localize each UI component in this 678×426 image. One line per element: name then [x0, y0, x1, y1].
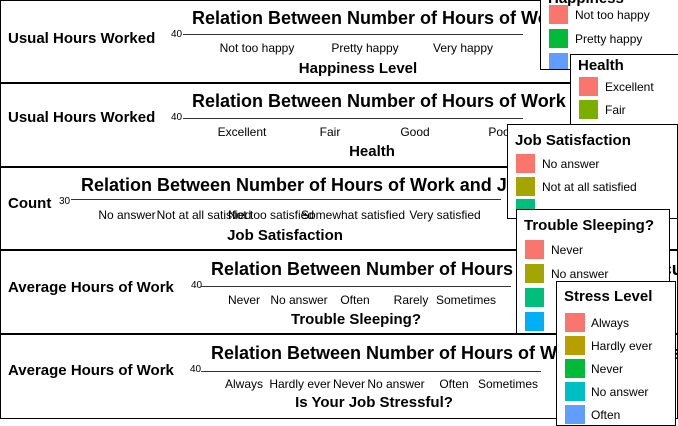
x-tick-label: Always [224, 377, 264, 391]
y-axis-label: Count [8, 195, 52, 212]
x-tick-label: Never [227, 293, 261, 307]
y-tick-label: 30 [59, 196, 71, 207]
x-axis-label: Trouble Sleeping? [290, 311, 422, 328]
x-tick-label: Sometimes [477, 377, 539, 391]
x-tick-label: Not at all satisfied [156, 208, 252, 222]
x-axis-label: Health [349, 143, 395, 160]
x-tick-label: Not too happy [219, 41, 295, 55]
legend-key [525, 264, 544, 283]
legend-label: Never [551, 243, 584, 257]
legend-label: No answer [551, 267, 609, 281]
legend-title: Job Satisfaction [515, 132, 631, 149]
legend-label: Not at all satisfied [542, 180, 637, 194]
legend-key [516, 154, 535, 173]
y-tick-label: 40 [191, 280, 203, 291]
x-tick-label: Hardly ever [269, 377, 331, 391]
legend-key [525, 312, 544, 331]
legend-title: Health [578, 57, 624, 74]
x-axis-line [183, 34, 523, 35]
legend-key [549, 29, 568, 48]
x-tick-label: No answer [98, 208, 156, 222]
legend-key [565, 359, 585, 378]
legend-label: Hardly ever [591, 339, 653, 353]
x-tick-label: Somewhat satisfied [300, 208, 406, 222]
x-tick-label: Not too satisfied [227, 208, 315, 222]
legend-label: Often [591, 408, 621, 422]
legend-label: No answer [591, 385, 649, 399]
x-tick-label: No answer [367, 377, 425, 391]
x-tick-label: Often [439, 377, 469, 391]
x-axis-line [183, 118, 523, 119]
x-tick-label: Very happy [432, 41, 494, 55]
y-axis-label: Usual Hours Worked [8, 30, 156, 47]
legend-label: Pretty happy [575, 32, 643, 46]
legend-title: Trouble Sleeping? [524, 217, 655, 234]
legend-key [516, 177, 535, 196]
x-axis-line [201, 286, 511, 287]
x-axis-line [201, 371, 541, 372]
x-tick-label: No answer [270, 293, 328, 307]
legend-key [549, 53, 568, 69]
x-axis-label: Job Satisfaction [227, 227, 343, 244]
legend-label: No answer [542, 157, 600, 171]
x-tick-label: Sometimes [435, 293, 497, 307]
legend-key [565, 336, 585, 355]
y-axis-label: Average Hours of Work [8, 279, 174, 296]
legend-title: Stress Level [564, 288, 653, 305]
x-tick-label: Never [332, 377, 366, 391]
x-tick-label: Rarely [393, 293, 429, 307]
legend-key [525, 240, 544, 259]
legend-key [579, 77, 598, 96]
x-tick-label: Excellent [217, 125, 267, 139]
legend-key [565, 405, 585, 424]
chart-title: Relation Between Number of Hours of Work… [192, 91, 663, 111]
legend: Stress Level Always Hardly ever Never No ans… [556, 281, 676, 426]
legend-key [525, 288, 544, 307]
x-tick-label: Pretty happy [331, 41, 399, 55]
legend-title: Happiness [548, 0, 624, 7]
x-tick-label: Very satisfied [409, 208, 481, 222]
x-tick-label: Often [340, 293, 370, 307]
legend-label: Fair [605, 103, 626, 117]
y-axis-label: Average Hours of Work [8, 362, 174, 379]
legend: Job Satisfaction No answer Not at all sati… [507, 124, 678, 219]
x-tick-label: Good [400, 125, 430, 139]
y-tick-label: 40 [171, 29, 183, 40]
legend-key [565, 382, 585, 401]
x-axis-line [71, 199, 501, 200]
legend-label: Excellent [605, 80, 654, 94]
legend-label: Always [591, 316, 630, 330]
legend-key [565, 313, 585, 332]
legend-label: Not too happy [575, 8, 650, 22]
y-axis-label: Usual Hours Worked [8, 109, 156, 126]
legend-key [579, 100, 598, 119]
legend-key [549, 5, 568, 24]
x-axis-label: Happiness Level [298, 60, 418, 77]
x-axis-label: Is Your Job Stressful? [295, 394, 453, 411]
x-tick-label: Fair [319, 125, 341, 139]
y-tick-label: 40 [190, 364, 202, 375]
legend-label: Never [591, 362, 624, 376]
chart-title: Relation Between Number of Hours of Work… [81, 175, 636, 195]
y-tick-label: 40 [171, 112, 183, 123]
